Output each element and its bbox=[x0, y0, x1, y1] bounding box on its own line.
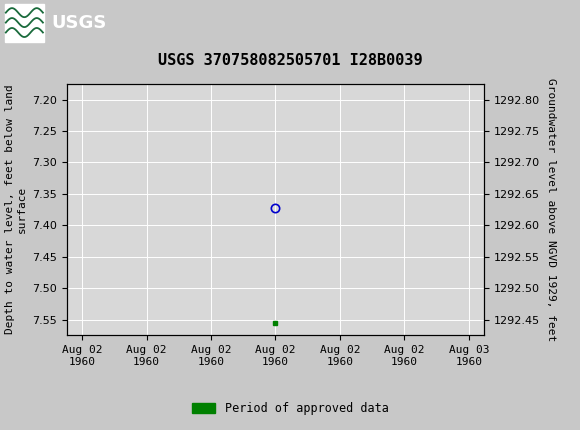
Text: USGS 370758082505701 I28B0039: USGS 370758082505701 I28B0039 bbox=[158, 53, 422, 68]
Legend: Period of approved data: Period of approved data bbox=[187, 397, 393, 420]
Y-axis label: Depth to water level, feet below land
surface: Depth to water level, feet below land su… bbox=[5, 85, 27, 335]
Y-axis label: Groundwater level above NGVD 1929, feet: Groundwater level above NGVD 1929, feet bbox=[546, 78, 556, 341]
Bar bbox=[5, 3, 44, 42]
Text: USGS: USGS bbox=[51, 14, 106, 31]
